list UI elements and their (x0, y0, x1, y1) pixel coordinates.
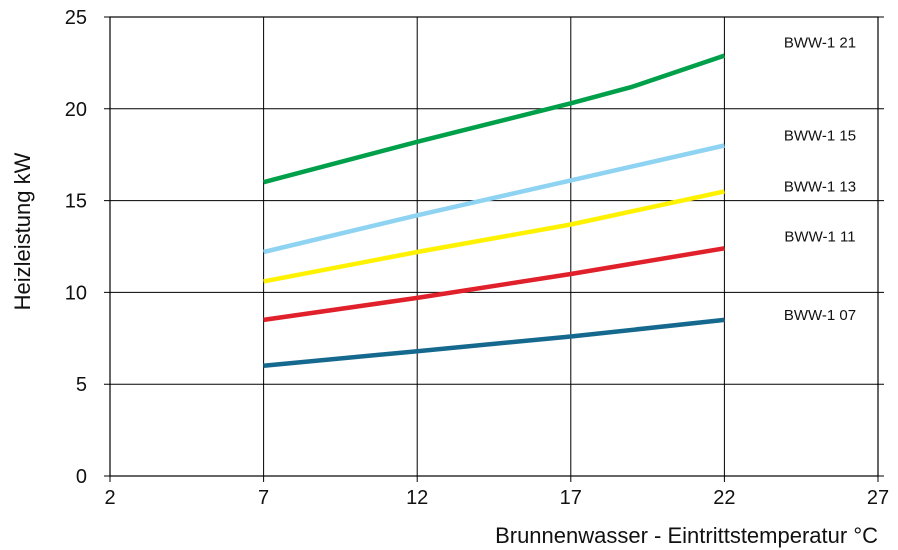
y-tick-label: 25 (65, 7, 87, 29)
y-tick-label: 10 (65, 282, 87, 304)
y-tick-label: 5 (76, 374, 87, 396)
x-tick-label: 2 (104, 487, 115, 509)
x-tick-label: 27 (867, 487, 889, 509)
series-line (263, 189, 725, 284)
grid-lines (104, 16, 884, 482)
y-tick-label: 15 (65, 191, 87, 213)
y-tick-label: 0 (76, 466, 87, 488)
x-axis-title: Brunnenwasser - Eintrittstemperatur °C (495, 523, 878, 548)
y-tick-label: 20 (65, 99, 87, 121)
plot-frame (109, 16, 879, 477)
y-axis-title: Heizleistung kW (10, 152, 35, 310)
series-line (263, 143, 725, 255)
series-label: BWW-1 11 (784, 228, 855, 245)
series-labels: BWW-1 21 BWW-1 15 BWW-1 13 BWW-1 11 BWW-1 07 (784, 35, 856, 324)
series-label: BWW-1 15 (784, 128, 856, 145)
x-tick-label: 7 (258, 487, 269, 509)
series-group (263, 53, 726, 369)
series-label: BWW-1 13 (784, 178, 856, 195)
x-tick-labels: 2 7 12 17 22 27 (104, 487, 889, 509)
series-line (263, 246, 725, 323)
series-label: BWW-1 21 (784, 35, 856, 52)
x-tick-label: 12 (406, 487, 428, 509)
x-tick-label: 22 (713, 487, 735, 509)
series-line (263, 317, 725, 369)
x-tick-label: 17 (560, 487, 582, 509)
series-label: BWW-1 07 (784, 307, 856, 324)
y-tick-labels: 0 5 10 15 20 25 (65, 7, 87, 488)
series-line (263, 53, 726, 185)
